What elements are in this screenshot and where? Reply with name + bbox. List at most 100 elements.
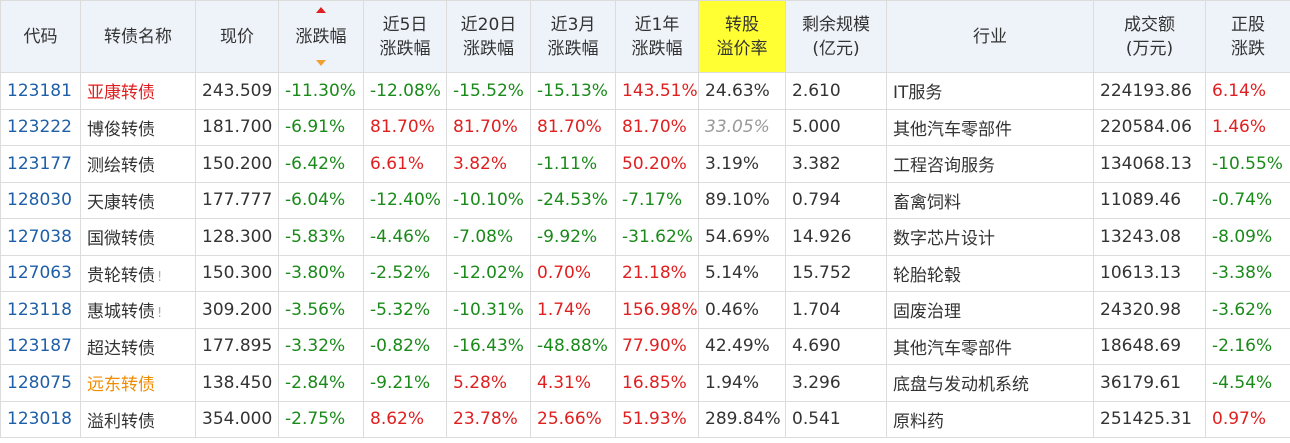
bond-row[interactable]: 123222 博俊转债 181.700 -6.91% 81.70% 81.70% 81.70… xyxy=(0,108,1290,146)
cell: 89.10% xyxy=(698,181,786,219)
bond-code[interactable]: 128030 xyxy=(0,181,81,219)
cell-text: 77.90% xyxy=(622,336,687,357)
cell: 354.000 xyxy=(195,400,279,438)
cell: -7.08% xyxy=(446,218,531,256)
column-header[interactable]: 转股 溢价率 xyxy=(698,0,786,73)
cell-text: -6.42% xyxy=(285,153,346,174)
cell-text: 128075 xyxy=(7,372,72,393)
bond-code[interactable]: 123222 xyxy=(0,108,81,146)
bond-name[interactable]: 天康转债 xyxy=(80,181,196,219)
cell: 21.18% xyxy=(615,254,699,292)
column-header[interactable]: 现价 xyxy=(195,0,279,73)
bond-row[interactable]: 127038 国微转债 128.300 -5.83% -4.46% -7.08% -9.92… xyxy=(0,218,1290,256)
cell: 1.46% xyxy=(1205,108,1290,146)
column-header[interactable]: 代码 xyxy=(0,0,81,73)
cell-text: -12.40% xyxy=(370,190,441,211)
flag-mark: ! xyxy=(157,306,163,322)
cell-text: 贵轮转债 xyxy=(87,265,155,286)
cell: 10613.13 xyxy=(1093,254,1206,292)
column-header[interactable]: 近3月 涨跌幅 xyxy=(530,0,616,73)
cell: 畜禽饲料 xyxy=(886,181,1094,219)
cell: -3.38% xyxy=(1205,254,1290,292)
cell-text: -0.74% xyxy=(1212,190,1273,211)
bond-name[interactable]: 惠城转债! xyxy=(80,291,196,329)
bond-code[interactable]: 123177 xyxy=(0,145,81,183)
bond-code[interactable]: 128075 xyxy=(0,364,81,402)
cell-text: -3.80% xyxy=(285,263,346,284)
bond-row[interactable]: 123118 惠城转债! 309.200 -3.56% -5.32% -10.31% 1.7… xyxy=(0,291,1290,329)
cell-text: 18648.69 xyxy=(1100,336,1182,357)
cell: -12.08% xyxy=(363,72,447,110)
table-header: 代码 转债名称 现价 涨跌幅 近5日 涨跌幅 近20日 涨跌幅 近3月 涨跌幅 近1年 涨跌幅 转股 溢价… xyxy=(0,0,1290,73)
cell-text: 143.51% xyxy=(622,80,698,101)
cell: 数字芯片设计 xyxy=(886,218,1094,256)
cell-text: 23.78% xyxy=(453,409,518,430)
cell: 固废治理 xyxy=(886,291,1094,329)
bond-code[interactable]: 127063 xyxy=(0,254,81,292)
cell-text: -15.13% xyxy=(537,80,608,101)
cell: 50.20% xyxy=(615,145,699,183)
bond-name[interactable]: 溢利转债 xyxy=(80,400,196,438)
bond-name[interactable]: 博俊转债 xyxy=(80,108,196,146)
column-header[interactable]: 涨跌幅 xyxy=(278,0,364,73)
cell: 289.84% xyxy=(698,400,786,438)
cell: -15.52% xyxy=(446,72,531,110)
column-header[interactable]: 正股 涨跌 xyxy=(1205,0,1290,73)
cell: -15.13% xyxy=(530,72,616,110)
bond-row[interactable]: 128075 远东转债 138.450 -2.84% -9.21% 5.28% 4.31% 1… xyxy=(0,364,1290,402)
column-header[interactable]: 近1年 涨跌幅 xyxy=(615,0,699,73)
cell: 23.78% xyxy=(446,400,531,438)
cell: -11.30% xyxy=(278,72,364,110)
cell-text: 25.66% xyxy=(537,409,602,430)
bond-name[interactable]: 超达转债 xyxy=(80,327,196,365)
bond-row[interactable]: 128030 天康转债 177.777 -6.04% -12.40% -10.10% -24… xyxy=(0,181,1290,219)
column-header[interactable]: 近5日 涨跌幅 xyxy=(363,0,447,73)
cell-text: 309.200 xyxy=(202,299,273,320)
cell: -3.80% xyxy=(278,254,364,292)
column-header[interactable]: 剩余规模 (亿元) xyxy=(785,0,887,73)
cell-text: 5.28% xyxy=(453,372,508,393)
cell-text: 123187 xyxy=(7,336,72,357)
bond-name[interactable]: 测绘转债 xyxy=(80,145,196,183)
cell-text: 81.70% xyxy=(370,117,435,138)
cell: 3.19% xyxy=(698,145,786,183)
bond-name[interactable]: 国微转债 xyxy=(80,218,196,256)
bond-code[interactable]: 123118 xyxy=(0,291,81,329)
bond-name[interactable]: 远东转债 xyxy=(80,364,196,402)
bond-code[interactable]: 127038 xyxy=(0,218,81,256)
cell: -16.43% xyxy=(446,327,531,365)
bond-code[interactable]: 123181 xyxy=(0,72,81,110)
cell: -12.02% xyxy=(446,254,531,292)
cell-text: 其他汽车零部件 xyxy=(893,119,1012,140)
header-text: 涨跌幅 xyxy=(547,38,599,59)
bond-row[interactable]: 123177 测绘转债 150.200 -6.42% 6.61% 3.82% -1.11% 5… xyxy=(0,145,1290,183)
bond-row[interactable]: 123018 溢利转债 354.000 -2.75% 8.62% 23.78% 25.66%… xyxy=(0,400,1290,438)
cell-text: 4.31% xyxy=(537,372,592,393)
bond-row[interactable]: 127063 贵轮转债! 150.300 -3.80% -2.52% -12.02% 0.7… xyxy=(0,254,1290,292)
cell: -12.40% xyxy=(363,181,447,219)
cell: 309.200 xyxy=(195,291,279,329)
bond-name[interactable]: 贵轮转债! xyxy=(80,254,196,292)
bond-row[interactable]: 123187 超达转债 177.895 -3.32% -0.82% -16.43% -48.… xyxy=(0,327,1290,365)
sort-desc-icon[interactable] xyxy=(316,60,326,66)
bond-name[interactable]: 亚康转债 xyxy=(80,72,196,110)
bond-row[interactable]: 123181 亚康转债 243.509 -11.30% -12.08% -15.52% -1… xyxy=(0,72,1290,110)
bond-code[interactable]: 123018 xyxy=(0,400,81,438)
cell-text: -10.55% xyxy=(1212,153,1283,174)
column-header[interactable]: 行业 xyxy=(886,0,1094,73)
flag-mark: ! xyxy=(157,269,163,285)
cell: 156.98% xyxy=(615,291,699,329)
column-header[interactable]: 转债名称 xyxy=(80,0,196,73)
bond-code[interactable]: 123187 xyxy=(0,327,81,365)
sort-asc-icon[interactable] xyxy=(316,7,326,13)
column-header[interactable]: 近20日 涨跌幅 xyxy=(446,0,531,73)
cell: 81.70% xyxy=(446,108,531,146)
cell-text: 1.94% xyxy=(705,372,760,393)
cell: -9.21% xyxy=(363,364,447,402)
column-header[interactable]: 成交额 (万元) xyxy=(1093,0,1206,73)
cell-text: 150.300 xyxy=(202,263,273,284)
cell: 15.752 xyxy=(785,254,887,292)
cell: 1.94% xyxy=(698,364,786,402)
cell: 220584.06 xyxy=(1093,108,1206,146)
cell-text: 测绘转债 xyxy=(87,156,155,177)
